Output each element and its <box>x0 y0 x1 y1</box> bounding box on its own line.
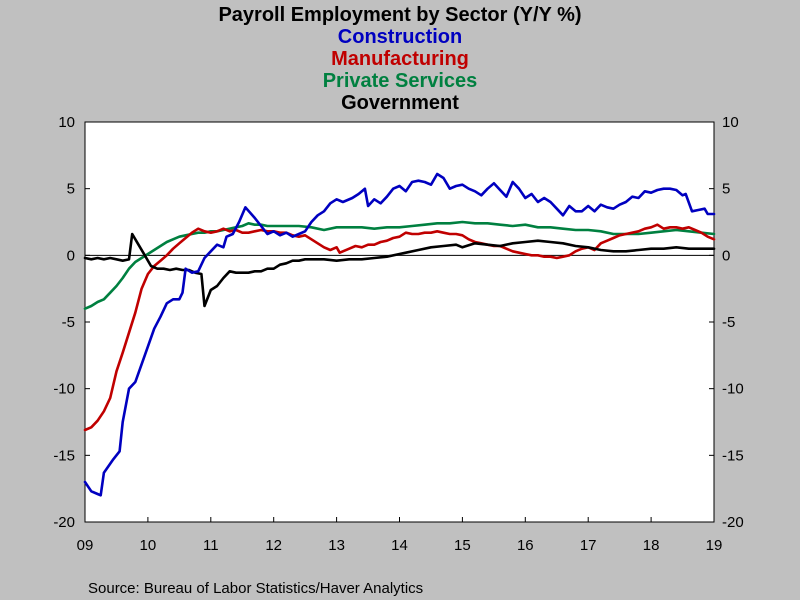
y-tick-label-right: 0 <box>722 247 730 264</box>
source-note: Source: Bureau of Labor Statistics/Haver… <box>88 580 423 597</box>
legend-private-services: Private Services <box>323 70 478 92</box>
x-tick-label: 15 <box>454 537 471 554</box>
series-line-private-services <box>83 220 716 310</box>
chart-title: Payroll Employment by Sector (Y/Y %) <box>218 4 581 26</box>
series-line-construction <box>83 172 716 497</box>
legend-construction: Construction <box>338 26 462 48</box>
x-tick-label: 17 <box>580 537 597 554</box>
y-tick-label-right: 5 <box>722 181 730 198</box>
y-tick-label-left: 10 <box>58 114 75 131</box>
y-tick-label-right: -5 <box>722 314 735 331</box>
legend-government: Government <box>341 92 459 114</box>
legend-manufacturing: Manufacturing <box>331 48 469 70</box>
x-tick-label: 14 <box>391 537 408 554</box>
y-tick-label-right: -15 <box>722 447 744 464</box>
x-tick-label: 19 <box>706 537 723 554</box>
x-tick-label: 16 <box>517 537 534 554</box>
plot-area <box>84 121 715 523</box>
series-line-government <box>83 232 716 308</box>
y-tick-label-left: -15 <box>53 447 75 464</box>
x-tick-label: 13 <box>328 537 345 554</box>
y-tick-label-right: 10 <box>722 114 739 131</box>
y-tick-label-left: -20 <box>53 514 75 531</box>
y-tick-label-right: -20 <box>722 514 744 531</box>
x-tick-label: 09 <box>77 537 94 554</box>
series-line-manufacturing <box>83 223 716 432</box>
x-tick-label: 12 <box>265 537 282 554</box>
y-tick-label-left: -5 <box>62 314 75 331</box>
x-tick-label: 18 <box>643 537 660 554</box>
y-tick-label-left: 5 <box>67 181 75 198</box>
y-tick-label-left: -10 <box>53 381 75 398</box>
x-tick-label: 11 <box>203 537 219 554</box>
y-tick-label-left: 0 <box>67 247 75 264</box>
y-tick-label-right: -10 <box>722 381 744 398</box>
x-tick-label: 10 <box>140 537 157 554</box>
